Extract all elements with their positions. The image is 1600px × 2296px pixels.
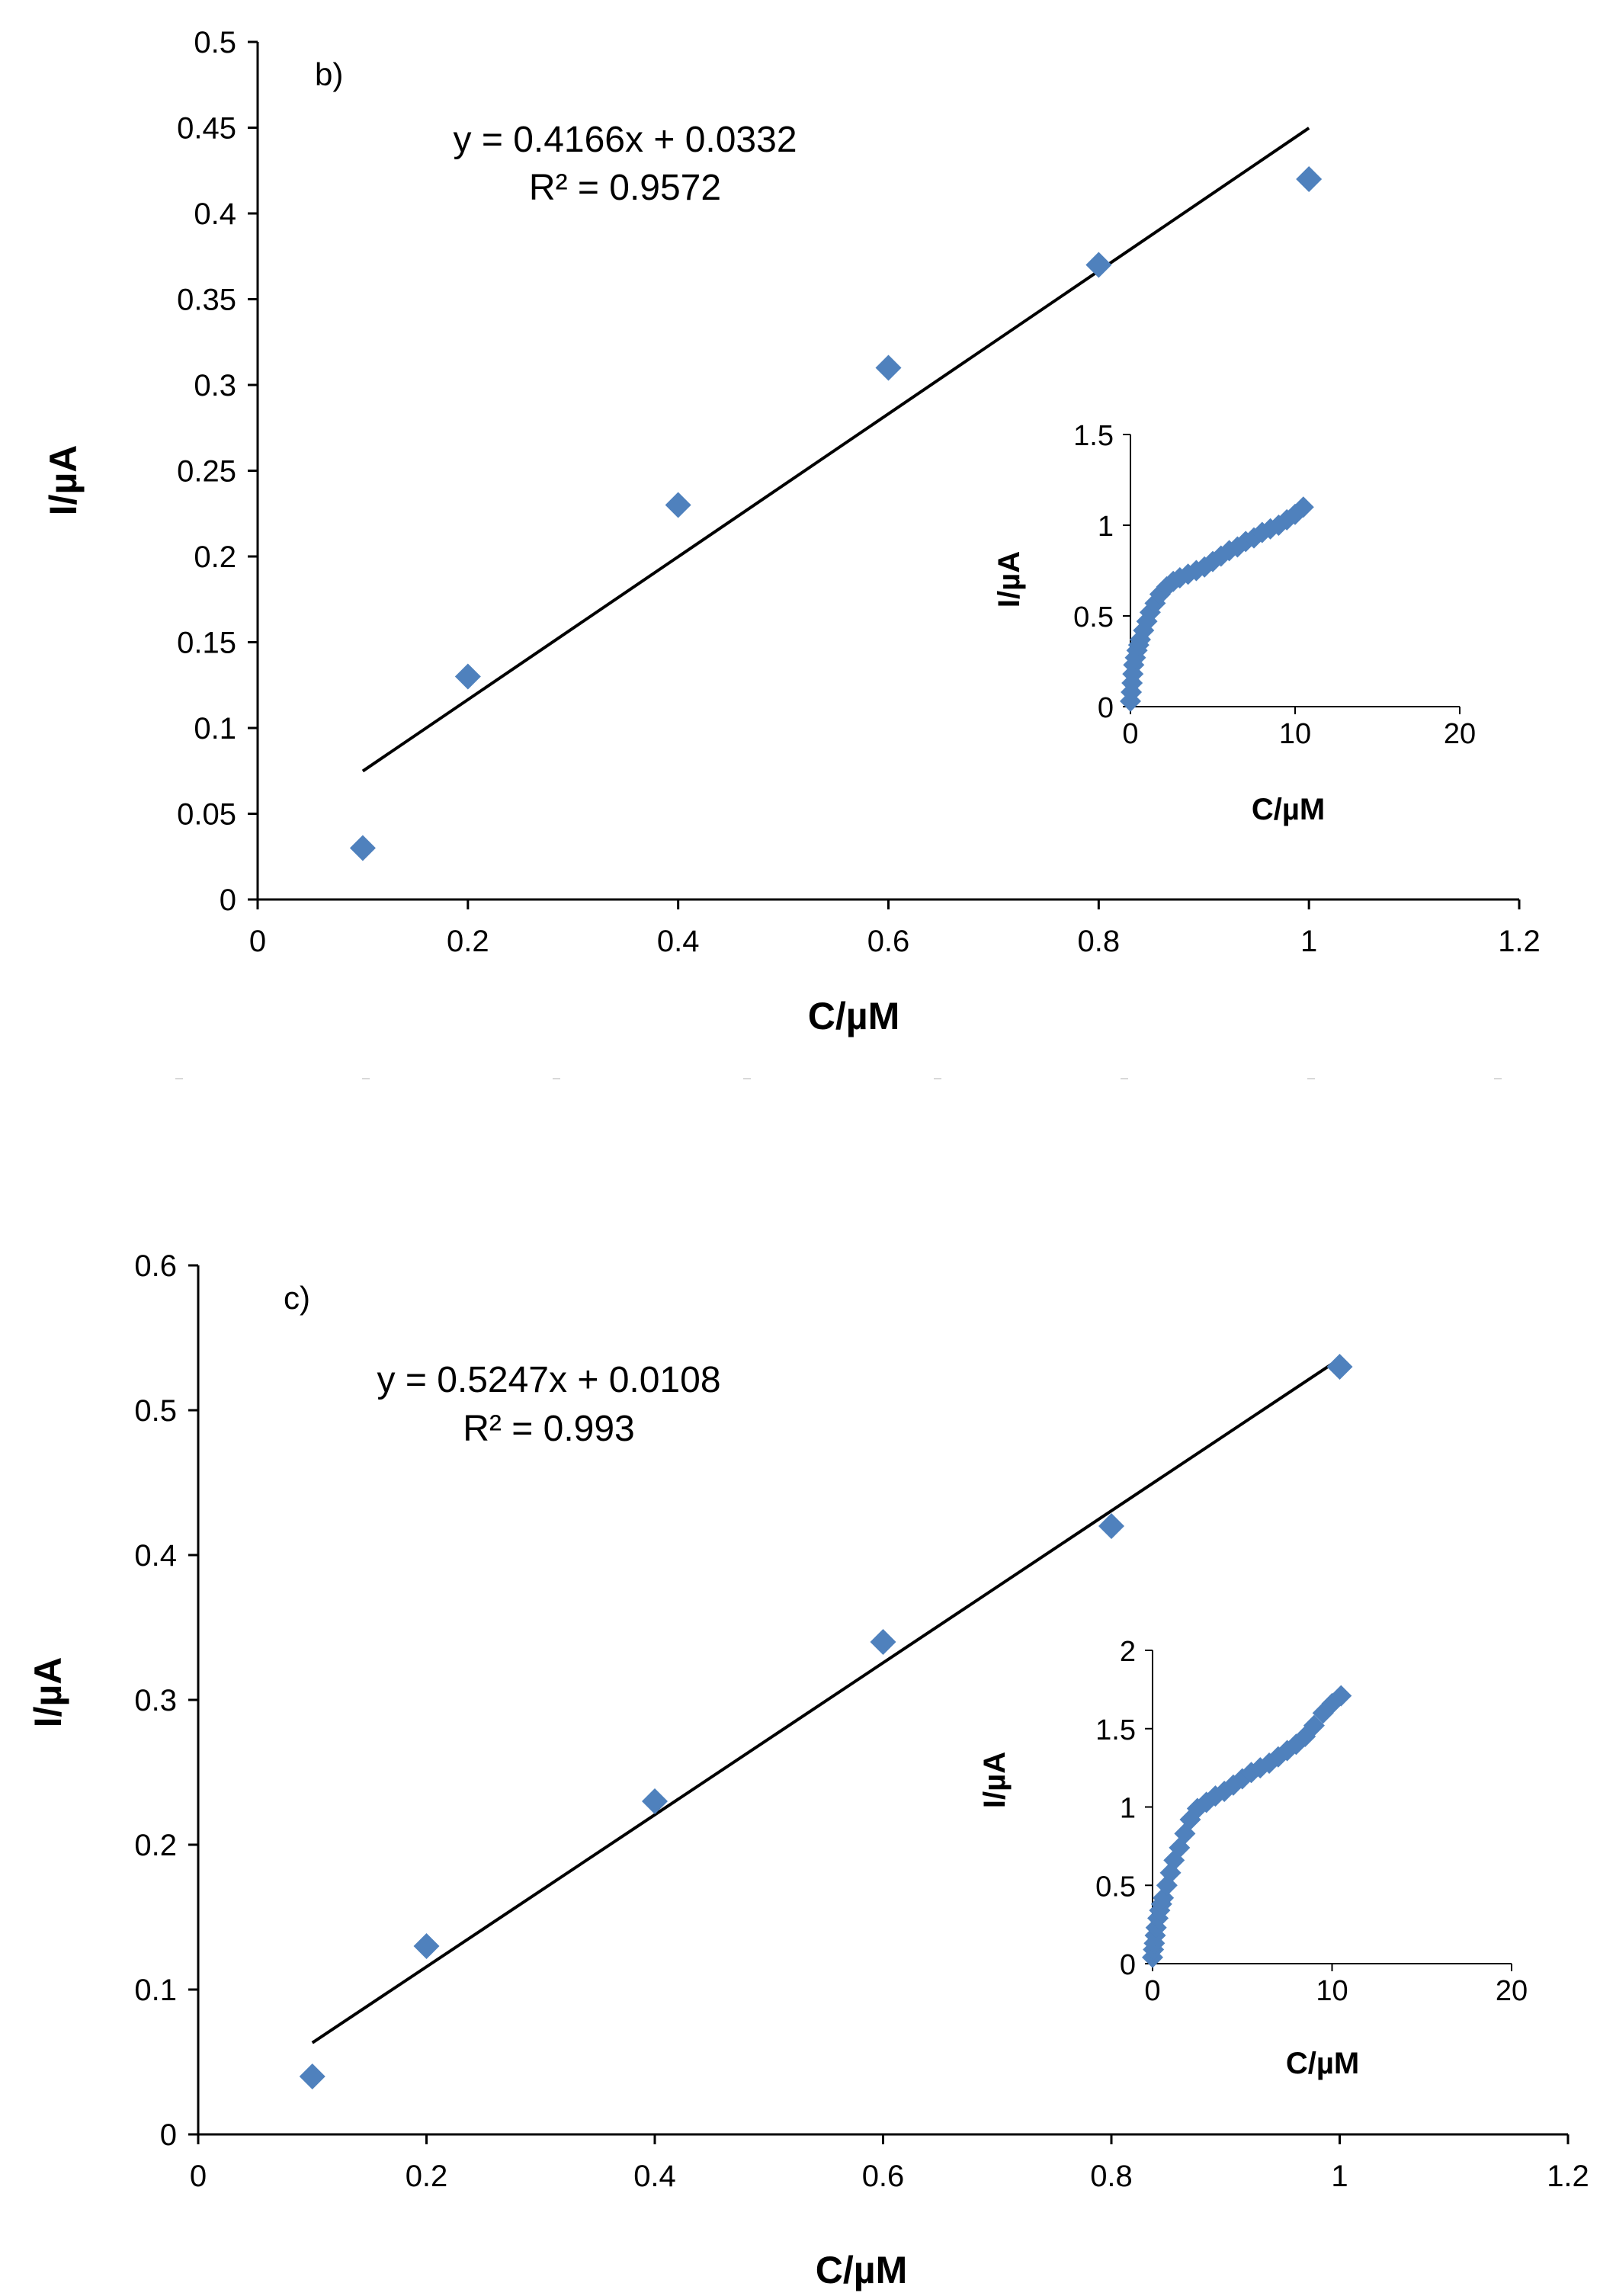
chart-c-inset-x-tick-label: 10 (1316, 1975, 1348, 2007)
chart-b-inset-data-point (1292, 496, 1314, 518)
chart-b-y-tick-label: 0.4 (194, 197, 236, 231)
chart-b-y-tick-label: 0.5 (194, 26, 236, 59)
chart-b-inset-y-tick-label: 0 (1098, 692, 1114, 724)
chart-c-trendline-group (311, 1357, 1341, 2044)
chart-c-r-squared: R² = 0.993 (463, 1409, 634, 1449)
chart-b-inset-y-tick-label: 1.5 (1073, 420, 1114, 452)
chart-c-x-tick-label: 0 (190, 2160, 207, 2193)
chart-c-data-point (413, 1933, 440, 1959)
chart-c-y-tick-label: 0.1 (134, 1974, 177, 2007)
chart-c-y-tick-label: 0 (160, 2118, 177, 2152)
chart-b-axes: 0 0.2 0.4 0.6 0.8 1 1.2 0 0.05 0.1 0.15 0.2 0.25 0.3 0… (177, 26, 1541, 958)
chart-panel-c: 0 0.2 0.4 0.6 0.8 1 1.200.10.20.30.40.50.6 c) … (27, 1249, 1589, 2291)
chart-c-inset-x-axis-title: C/µM (1286, 2047, 1359, 2080)
chart-panel-b: 0 0.2 0.4 0.6 0.8 1 1.2 0 0.05 0.1 0.15 0.2 0.25 0.3 0… (42, 26, 1541, 1037)
chart-c-data-point (1326, 1354, 1353, 1380)
chart-b-y-axis-title: I/µA (42, 445, 85, 516)
chart-c-axes: 0 0.2 0.4 0.6 0.8 1 1.2 0 0.1 0.2 0.3 0.4 0.5 0.6 (134, 1249, 1589, 2193)
chart-c-inset-points (1142, 1685, 1352, 1968)
chart-b-x-tick-label: 0.2 (447, 925, 489, 958)
chart-c-x-tick-label: 0.4 (633, 2160, 676, 2193)
chart-b-y-tick-label: 0.25 (177, 455, 236, 489)
chart-b-inset-axes: 0 10 20 0 0.5 1 1.5 (1073, 420, 1476, 750)
chart-c-y-tick-label: 0.4 (134, 1539, 177, 1573)
chart-c-x-tick-label: 0.6 (862, 2160, 905, 2193)
chart-c-y-tick-label: 0.6 (134, 1249, 177, 1283)
chart-b-data-point (875, 354, 902, 381)
chart-c-inset-y-tick-label: 2 (1120, 1636, 1136, 1668)
chart-b-r-squared: R² = 0.9572 (529, 168, 721, 208)
chart-b-points (349, 166, 1323, 861)
chart-c-x-axis-title: C/µM (816, 2249, 907, 2291)
chart-b-trendline (361, 127, 1310, 773)
chart-b-inset: 0 10 20 0 0.5 1 1.5 C/µM I/µA (992, 420, 1476, 826)
chart-c-inset: 0 10 20 0 0.5 1 1.5 2 C/µM I/µA (978, 1636, 1528, 2080)
chart-b-x-tick-label: 1.2 (1498, 925, 1541, 958)
chart-b-x-tick-label: 0 (249, 925, 266, 958)
chart-b-y-tick-label: 0.15 (177, 627, 236, 660)
chart-c-y-axis-title: I/µA (27, 1657, 69, 1728)
chart-b-x-tick-label: 0.4 (657, 925, 700, 958)
chart-c-inset-x-tick-label: 0 (1144, 1975, 1160, 2007)
chart-b-inset-y-tick-label: 1 (1098, 511, 1114, 543)
chart-c-data-point (870, 1629, 896, 1655)
chart-c-inset-y-tick-label: 1.5 (1095, 1714, 1136, 1746)
chart-b-data-point (454, 663, 481, 690)
chart-c-y-tick-label: 0.3 (134, 1684, 177, 1717)
chart-c-inset-y-tick-label: 0.5 (1095, 1871, 1136, 1903)
chart-c-x-tick-label: 1.2 (1547, 2160, 1589, 2193)
chart-c-data-point (642, 1788, 668, 1814)
chart-c-x-tick-label: 0.2 (406, 2160, 448, 2193)
chart-c-equation: y = 0.5247x + 0.0108 (377, 1360, 720, 1400)
chart-c-panel-label: c) (284, 1280, 310, 1316)
chart-c-inset-data-point (1330, 1685, 1352, 1707)
chart-c-x-tick-label: 1 (1331, 2160, 1348, 2193)
chart-b-y-tick-label: 0.1 (194, 712, 236, 746)
chart-c-data-point (1098, 1513, 1124, 1539)
chart-b-y-tick-label: 0.35 (177, 284, 236, 317)
chart-c-inset-axes: 0 10 20 0 0.5 1 1.5 2 (1095, 1636, 1528, 2007)
chart-c-inset-x-tick-label: 20 (1496, 1975, 1528, 2007)
chart-b-y-tick-label: 0.45 (177, 112, 236, 146)
chart-b-trendline-group (361, 127, 1310, 773)
chart-b-inset-x-tick-label: 20 (1444, 718, 1476, 750)
chart-c-y-tick-label: 0.5 (134, 1394, 177, 1428)
chart-b-data-point (349, 835, 376, 861)
chart-c-x-tick-label: 0.8 (1090, 2160, 1133, 2193)
chart-c-inset-y-tick-label: 0 (1120, 1949, 1136, 1981)
chart-b-inset-points (1120, 496, 1314, 712)
chart-b-inset-y-tick-label: 0.5 (1073, 601, 1114, 633)
chart-b-y-tick-label: 0.3 (194, 369, 236, 402)
chart-b-equation: y = 0.4166x + 0.0332 (453, 120, 797, 160)
chart-c-points (299, 1354, 1353, 2089)
chart-b-y-tick-label: 0 (220, 883, 236, 917)
chart-b-x-tick-label: 1 (1300, 925, 1317, 958)
chart-b-inset-x-axis-title: C/µM (1252, 793, 1325, 826)
chart-c-inset-y-axis-title: I/µA (978, 1752, 1012, 1808)
chart-b-x-axis-title: C/µM (808, 995, 899, 1037)
chart-b-x-tick-label: 0.6 (867, 925, 910, 958)
chart-b-y-tick-label: 0.2 (194, 540, 236, 574)
chart-b-x-tick-label: 0.8 (1078, 925, 1121, 958)
chart-c-inset-y-tick-label: 1 (1120, 1793, 1136, 1825)
chart-b-inset-x-tick-label: 0 (1122, 718, 1138, 750)
chart-b-panel-label: b) (315, 56, 343, 92)
chart-b-data-point (665, 492, 691, 518)
chart-c-inset-data-point (1303, 1714, 1325, 1736)
chart-b-data-point (1296, 166, 1323, 192)
chart-b-y-tick-label: 0.05 (177, 798, 236, 832)
chart-c-y-tick-label: 0.2 (134, 1829, 177, 1862)
chart-b-inset-y-axis-title: I/µA (992, 551, 1026, 608)
chart-c-trendline (311, 1357, 1341, 2044)
chart-b-data-point (1085, 252, 1112, 278)
chart-c-data-point (299, 2064, 325, 2089)
chart-b-inset-x-tick-label: 10 (1279, 718, 1311, 750)
